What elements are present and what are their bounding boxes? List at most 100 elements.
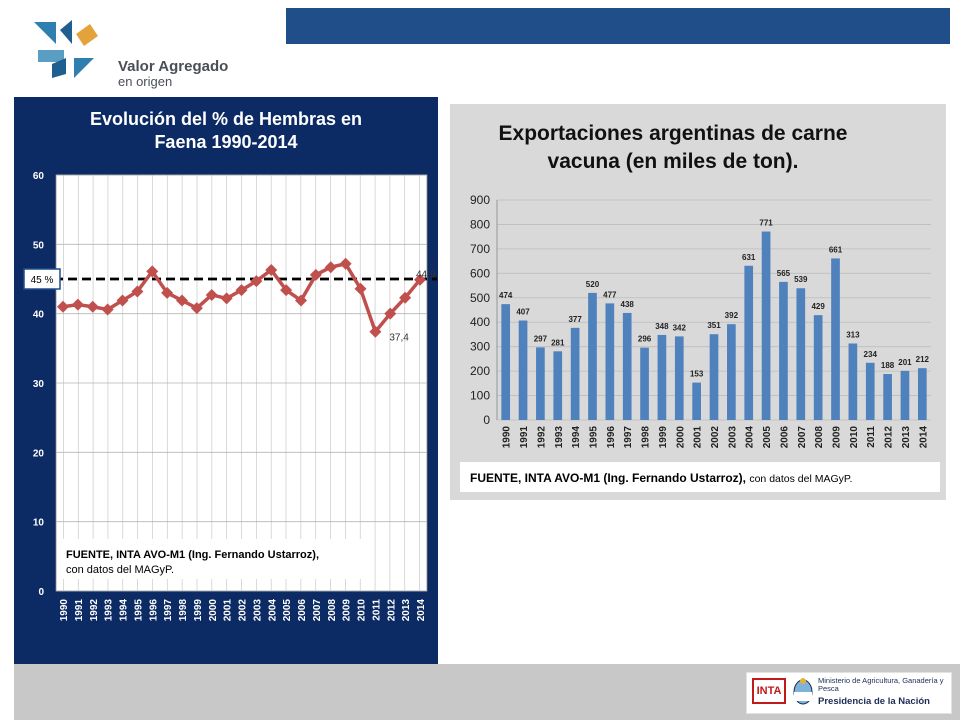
bar-data-label: 474	[499, 291, 513, 300]
bar-data-label: 392	[725, 311, 739, 320]
coat-of-arms-icon	[793, 678, 813, 705]
bar-x-tick-label: 2002	[710, 426, 721, 449]
bar-x-tick-label: 1996	[606, 426, 617, 449]
export-bar	[674, 336, 684, 420]
bar-data-label: 631	[742, 253, 756, 262]
line-x-tick-label: 2014	[416, 599, 427, 622]
data-point-marker	[339, 257, 352, 270]
bar-data-label: 153	[690, 370, 704, 379]
bar-data-label: 377	[568, 315, 582, 324]
data-point-marker	[220, 292, 233, 305]
export-bar	[831, 258, 840, 420]
export-bar	[588, 292, 597, 420]
line-x-tick-label: 2008	[327, 599, 338, 622]
data-point-marker	[354, 282, 367, 295]
bar-x-tick-label: 1997	[623, 426, 634, 449]
export-bar	[536, 347, 545, 420]
export-bar	[605, 303, 615, 420]
bar-data-label: 565	[777, 269, 791, 278]
line-x-tick-label: 1993	[104, 599, 115, 622]
export-bar	[570, 327, 580, 420]
right-chart-panel	[450, 104, 946, 500]
line-y-tick-label: 10	[33, 518, 45, 529]
logo-subtitle: en origen	[118, 74, 173, 89]
data-point-marker	[280, 284, 293, 297]
bar-x-tick-label: 2010	[849, 426, 860, 449]
bar-data-label: 539	[794, 275, 808, 284]
data-point-marker	[235, 284, 248, 297]
line-x-tick-label: 2009	[342, 599, 353, 622]
valor-agregado-logo-icon	[34, 20, 98, 78]
bar-data-label: 297	[534, 334, 548, 343]
logo-name: Valor Agregado	[118, 58, 229, 75]
line-source-rest: con datos del MAGyP.	[66, 564, 174, 576]
line-x-tick-label: 1995	[133, 599, 144, 622]
line-x-tick-label: 1998	[178, 599, 189, 622]
line-x-tick-label: 2013	[401, 599, 412, 622]
bar-source-box	[460, 462, 940, 492]
annotation-min: 37,4	[389, 333, 409, 344]
line-x-tick-label: 1997	[163, 599, 174, 622]
bar-data-label: 201	[898, 358, 912, 367]
data-point-marker	[176, 294, 188, 307]
bar-data-label: 281	[551, 338, 565, 347]
female-slaughter-line-chart: 0 10 20 30 40 50 60 1990 1991 1992 1993 1994 1995 199…	[23, 171, 437, 622]
bar-x-tick-label: 1993	[554, 426, 565, 449]
bar-x-tick-label: 2004	[745, 426, 756, 449]
line-x-tick-label: 1990	[59, 599, 70, 622]
line-y-tick-label: 40	[33, 310, 45, 321]
export-bar	[640, 347, 649, 420]
bar-x-tick-label: 2000	[675, 426, 686, 449]
presidencia-name: Presidencia de la Nación	[818, 696, 930, 707]
bar-source-text: FUENTE, INTA AVO-M1 (Ing. Fernando Ustar…	[470, 471, 852, 485]
bar-x-tick-label: 1998	[641, 426, 652, 449]
bar-x-tick-label: 2011	[866, 426, 877, 448]
bar-data-label: 188	[881, 361, 895, 370]
right-chart-title: Exportaciones argentinas de carne vacuna…	[450, 120, 896, 176]
line-y-tick-label: 30	[33, 379, 45, 390]
left-chart-title: Evolución del % de Hembras en Faena 1990…	[14, 108, 438, 154]
left-title-line1: Evolución del % de Hembras en	[89, 109, 363, 129]
bar-x-tick-label: 2013	[901, 426, 912, 449]
data-point-marker	[309, 268, 322, 281]
line-y-tick-label: 50	[33, 240, 45, 251]
export-bar	[917, 368, 927, 420]
line-x-tick-label: 2005	[282, 599, 293, 622]
export-bar	[727, 324, 736, 420]
line-y-tick-label: 20	[33, 448, 45, 459]
export-bar	[900, 370, 910, 420]
bar-x-tick-label: 1994	[571, 426, 582, 449]
bar-x-tick-label: 2006	[779, 426, 790, 449]
bar-data-label: 429	[811, 302, 825, 311]
bar-data-label: 342	[673, 323, 687, 332]
left-title-line2: Faena 1990-2014	[154, 132, 298, 152]
line-x-tick-label: 2002	[238, 599, 249, 622]
bar-source-rest: con datos del MAGyP.	[749, 473, 852, 485]
line-source-bold: FUENTE, INTA AVO-M1 (Ing. Fernando Ustar…	[66, 549, 319, 561]
export-bar	[796, 288, 806, 420]
export-bar	[813, 315, 823, 420]
bar-x-tick-label: 2012	[884, 426, 895, 449]
bar-y-tick-label: 300	[470, 340, 490, 354]
bar-y-tick-label: 800	[470, 217, 490, 231]
bar-data-label: 661	[829, 245, 843, 254]
export-bar	[761, 231, 771, 420]
bar-x-tick-label: 1995	[588, 426, 599, 449]
line-x-tick-label: 2011	[371, 599, 382, 621]
bar-data-label: 212	[916, 355, 930, 364]
bar-x-tick-label: 1990	[502, 426, 513, 449]
annotation-last: 44,9	[416, 270, 436, 281]
bar-x-tick-label: 1992	[536, 426, 547, 449]
bar-y-tick-label: 700	[470, 242, 490, 256]
data-point-marker	[205, 288, 218, 301]
export-bar	[553, 351, 563, 420]
data-point-marker	[250, 275, 263, 288]
line-x-tick-label: 1996	[148, 599, 159, 622]
data-point-marker	[146, 265, 159, 278]
data-point-marker	[384, 307, 397, 320]
bar-data-label: 477	[603, 290, 617, 299]
bar-data-label: 351	[707, 321, 721, 330]
line-x-tick-label: 2010	[357, 599, 368, 622]
data-point-marker	[324, 261, 337, 274]
export-bar	[501, 304, 511, 420]
